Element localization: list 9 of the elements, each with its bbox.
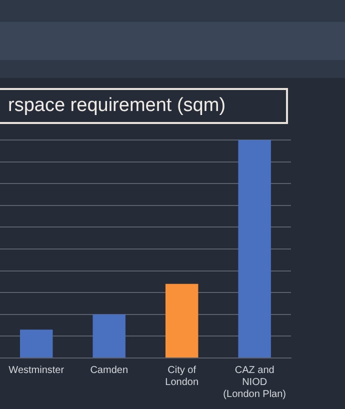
x-tick-label: City of London [165,364,199,388]
x-tick-label: CAZ and NIOD (London Plan) [223,364,286,400]
bar [165,284,198,358]
bar [20,330,53,358]
chart-title: rspace requirement (sqm) [0,88,288,124]
x-tick-label: Camden [90,364,128,376]
bar [92,314,126,358]
bar [238,140,271,358]
x-tick-label: Westminster [8,364,65,376]
